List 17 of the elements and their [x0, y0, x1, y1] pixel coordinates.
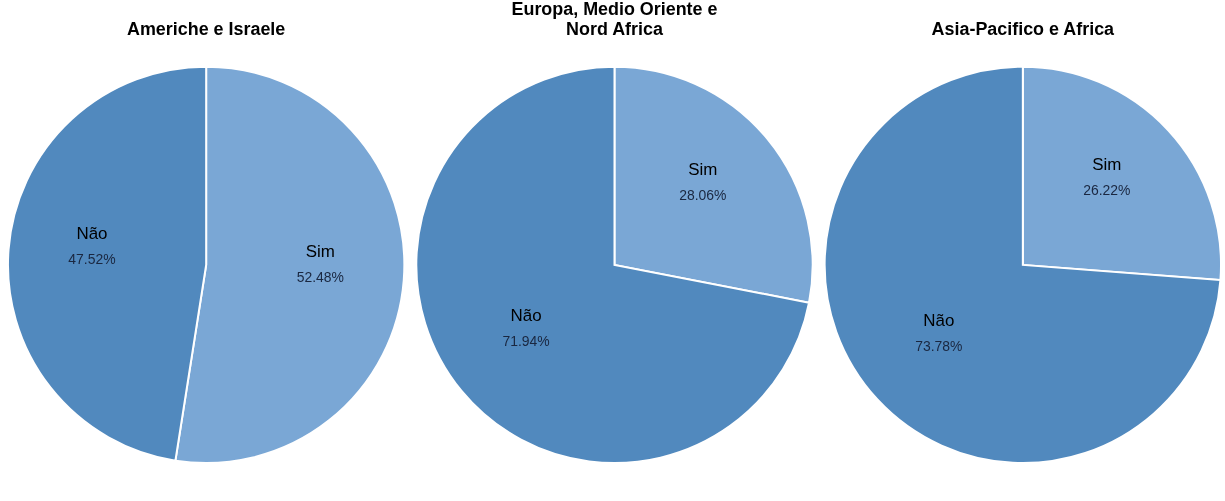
data-label: 28.06% — [679, 187, 727, 203]
pie-slice — [415, 65, 811, 464]
data-label: 71.94% — [502, 332, 550, 349]
slice-label: Não — [76, 224, 108, 244]
slice-label: Não — [510, 305, 542, 325]
slice-label: Sim — [305, 241, 335, 261]
slice-label: Sim — [688, 160, 718, 180]
chart-title: Europa, Medio Oriente e Nord Africa — [511, 0, 718, 39]
data-label: 26.22% — [1083, 182, 1131, 199]
data-label: 52.48% — [296, 268, 344, 285]
pie-slice — [823, 65, 1222, 464]
data-label: 73.78% — [915, 337, 963, 354]
slice-label: Não — [923, 310, 955, 330]
slice-label: Sim — [1092, 155, 1122, 175]
data-label: 47.52% — [68, 250, 116, 267]
chart-title: Americhe e Israele — [127, 18, 286, 39]
chart-title: Asia-Pacifico e Africa — [931, 18, 1116, 39]
